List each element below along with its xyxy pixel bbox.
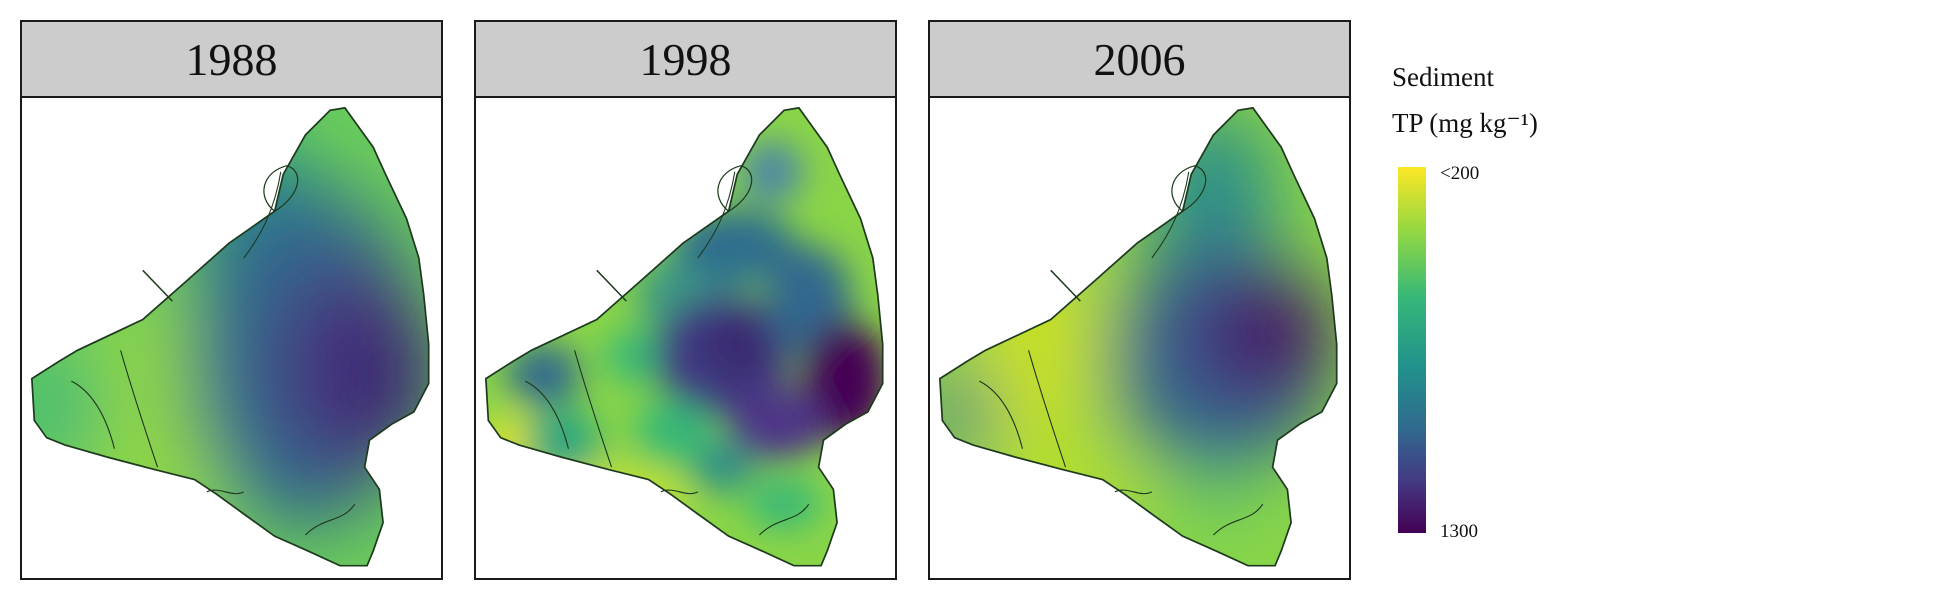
panel-title: 2006 <box>930 22 1349 98</box>
lake-map-1988 <box>22 98 441 578</box>
legend-title-line2: TP (mg kg⁻¹) <box>1392 108 1538 138</box>
map-panel-1998: 1998 <box>474 20 897 580</box>
panel-title: 1988 <box>22 22 441 98</box>
map-panel-2006: 2006 <box>928 20 1351 580</box>
lake-map-1998 <box>476 98 895 578</box>
map-panel-1988: 1988 <box>20 20 443 580</box>
legend-top-label: <200 <box>1440 163 1480 184</box>
panel-title: 1998 <box>476 22 895 98</box>
legend-bottom-label: 1300 <box>1440 521 1478 542</box>
legend-colorbar <box>1398 167 1426 533</box>
legend-title-line1: Sediment <box>1392 62 1494 92</box>
lake-map-2006 <box>930 98 1349 578</box>
